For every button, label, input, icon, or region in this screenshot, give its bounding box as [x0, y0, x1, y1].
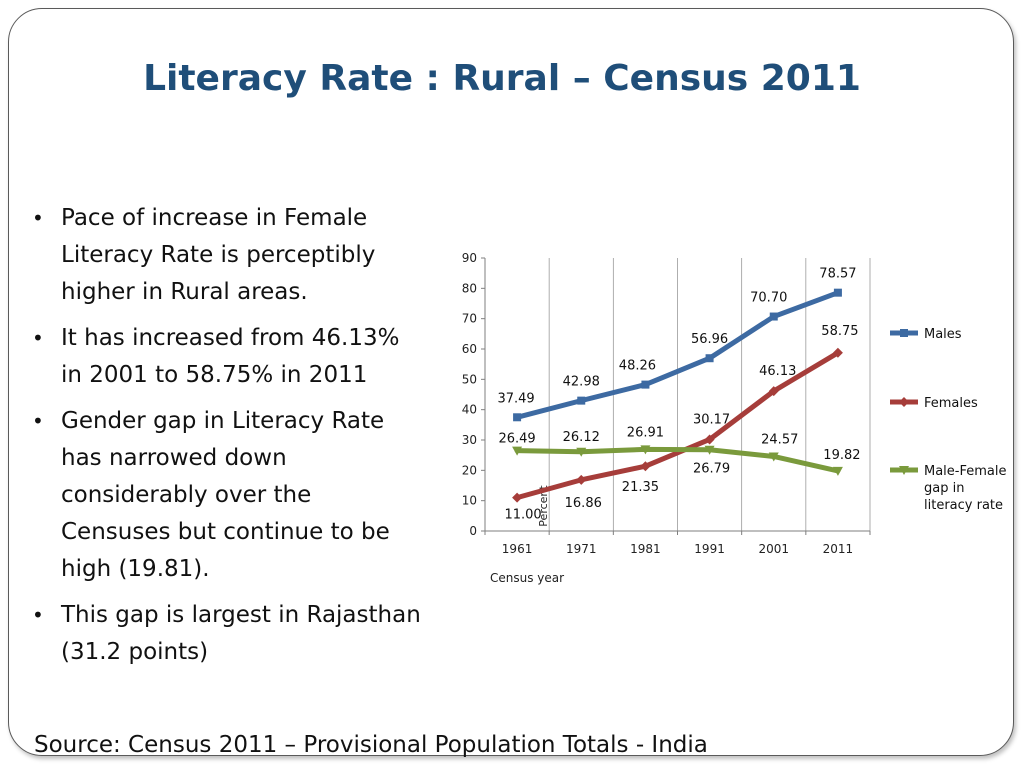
legend-label: literacy rate: [924, 498, 1003, 513]
data-point-marker: [641, 380, 650, 389]
data-point-marker: [899, 397, 909, 407]
bullet-dot: •: [32, 326, 44, 350]
data-point-marker: [769, 312, 778, 321]
bullet-text: It has increased from 46.13% in 2001 to …: [61, 325, 400, 388]
y-tick-label: 70: [462, 312, 477, 326]
bullet-item: • Gender gap in Literacy Rate has narrowe…: [32, 403, 422, 588]
y-tick-label: 50: [462, 372, 477, 386]
data-label: 21.35: [622, 480, 659, 495]
x-tick-label: 2001: [758, 542, 789, 556]
source-note: Source: Census 2011 – Provisional Popula…: [34, 732, 708, 758]
series-line: [514, 350, 841, 501]
y-tick-label: 60: [462, 342, 477, 356]
bullet-dot: •: [32, 409, 44, 433]
data-label: 26.12: [563, 430, 600, 445]
data-point-marker: [704, 445, 715, 455]
bullet-text: Pace of increase in Female Literacy Rate…: [61, 205, 376, 305]
bullet-item: • It has increased from 46.13% in 2001 to…: [32, 320, 422, 394]
chart-data-labels: 37.49 42.98 48.26 56.96 70.70 78.57 11.00 16.86…: [497, 267, 860, 523]
data-point-marker: [832, 466, 843, 476]
y-axis-title: Percent: [537, 485, 550, 527]
data-point-marker: [512, 492, 523, 503]
data-label: 11.00: [504, 508, 541, 523]
bullet-text: This gap is largest in Rajasthan (31.2 p…: [61, 602, 421, 665]
data-point-marker: [640, 445, 651, 455]
series-line: [514, 290, 841, 420]
legend-label: Male-Female: [924, 464, 1007, 479]
data-label: 26.49: [498, 432, 535, 447]
data-label: 78.57: [819, 267, 856, 282]
data-label: 26.91: [627, 425, 664, 440]
legend-label: Females: [924, 396, 978, 411]
y-tick-label: 20: [462, 463, 477, 477]
data-label: 26.79: [693, 462, 730, 477]
bullet-dot: •: [32, 603, 44, 627]
data-label: 48.26: [619, 359, 656, 374]
data-label: 70.70: [750, 291, 787, 306]
data-label: 46.13: [759, 364, 796, 379]
data-point-marker: [577, 396, 586, 405]
data-label: 56.96: [691, 332, 728, 347]
data-point-marker: [900, 329, 908, 337]
bullet-item: • This gap is largest in Rajasthan (31.2 …: [32, 597, 422, 671]
slide-frame: [8, 8, 1014, 756]
chart-axes: 0 10 20 30 40 50 60 70 80 90 1961 1971 1981 1991 2001 2…: [462, 251, 871, 585]
data-point-marker: [832, 347, 843, 358]
y-tick-label: 30: [462, 433, 477, 447]
x-tick-label: 1961: [502, 542, 533, 556]
y-tick-label: 10: [462, 494, 477, 508]
x-axis-title: Census year: [490, 571, 564, 585]
data-point-marker: [704, 434, 715, 445]
y-tick-label: 40: [462, 403, 477, 417]
data-point-marker: [705, 354, 714, 363]
data-label: 58.75: [821, 324, 858, 339]
bullet-text: Gender gap in Literacy Rate has narrowed…: [61, 408, 390, 582]
y-tick-label: 80: [462, 281, 477, 295]
data-point-marker: [768, 452, 779, 462]
bullet-item: • Pace of increase in Female Literacy Rat…: [32, 200, 422, 311]
chart-legend: Males Females Male-Female gap in literacy ra…: [890, 327, 1007, 513]
bullet-list: • Pace of increase in Female Literacy Rat…: [32, 200, 422, 680]
data-point-marker: [513, 413, 522, 422]
y-tick-label: 0: [469, 524, 477, 538]
chart-series: [512, 288, 843, 503]
x-tick-label: 1991: [694, 542, 725, 556]
x-tick-label: 2011: [823, 542, 854, 556]
data-label: 37.49: [497, 391, 534, 406]
data-point-marker: [833, 288, 842, 297]
y-tick-label: 90: [462, 251, 477, 265]
literacy-line-chart: 0 10 20 30 40 50 60 70 80 90 1961 1971 1981 1991 2001 2…: [462, 251, 1007, 585]
series-line: [514, 446, 841, 474]
x-tick-label: 1971: [566, 542, 597, 556]
data-point-marker: [768, 386, 779, 397]
slide-title: Literacy Rate : Rural – Census 2011: [143, 58, 861, 99]
data-point-marker: [512, 446, 523, 456]
data-label: 30.17: [693, 412, 730, 427]
data-label: 42.98: [563, 375, 600, 390]
data-point-marker: [640, 461, 651, 472]
x-tick-label: 1981: [630, 542, 661, 556]
data-label: 19.82: [823, 448, 860, 463]
bullet-dot: •: [32, 206, 44, 230]
data-label: 16.86: [565, 496, 602, 511]
data-point-marker: [576, 447, 587, 457]
data-label: 24.57: [761, 432, 798, 447]
legend-label: gap in: [924, 481, 964, 496]
data-point-marker: [899, 466, 909, 475]
legend-label: Males: [924, 327, 962, 342]
data-point-marker: [576, 474, 587, 485]
